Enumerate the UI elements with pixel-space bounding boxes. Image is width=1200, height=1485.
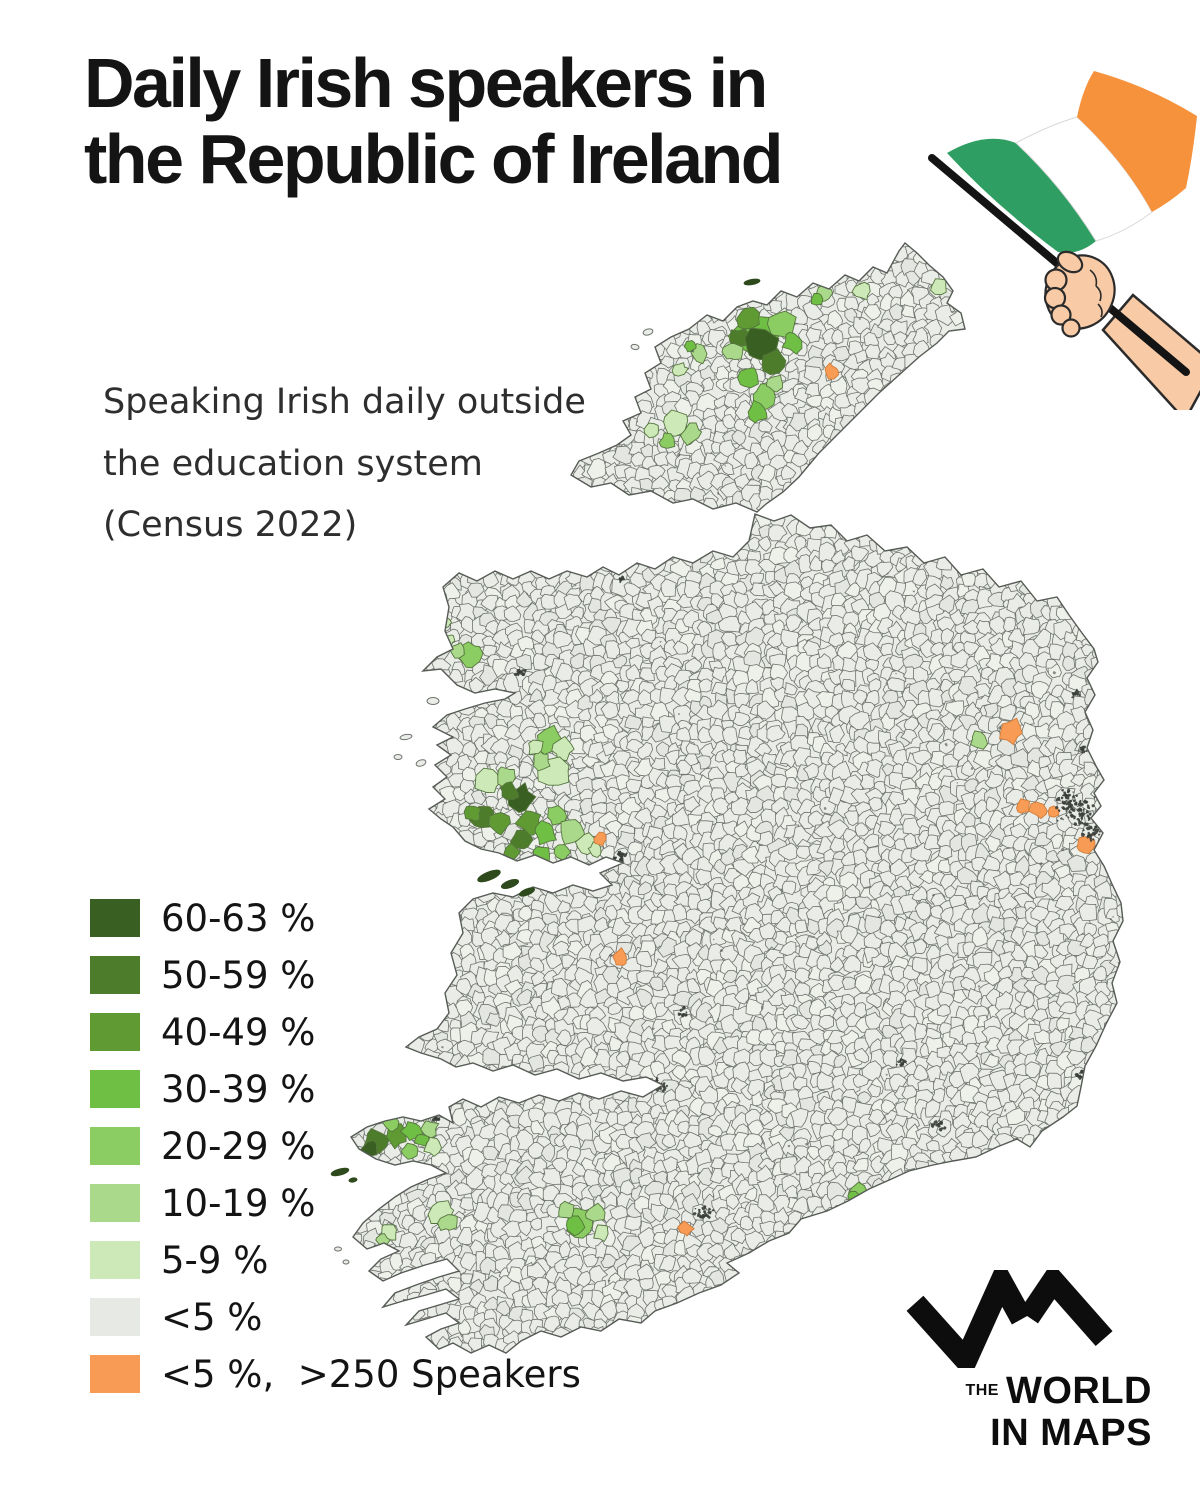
legend-row: 40-49 %	[90, 1013, 581, 1051]
world-in-maps-logo: THE WORLD IN MAPS	[896, 1270, 1152, 1456]
legend-swatch	[90, 1298, 140, 1336]
logo-world: WORLD	[1005, 1370, 1152, 1412]
legend-label: 5-9 %	[161, 1238, 269, 1282]
legend-swatch	[90, 1241, 140, 1279]
subtitle-line-3: (Census 2022)	[103, 505, 358, 546]
title-line-1: Daily Irish speakers in	[84, 44, 768, 122]
legend-row: 5-9 %	[90, 1241, 581, 1279]
legend-row: 10-19 %	[90, 1184, 581, 1222]
legend-swatch	[90, 899, 140, 937]
legend-swatch	[90, 1355, 140, 1393]
ireland-choropleth-map	[330, 242, 1124, 1354]
gaeltacht-clusters	[360, 278, 1096, 1248]
page-title: Daily Irish speakers in the Republic of …	[84, 44, 784, 198]
logo-the: THE	[965, 1382, 999, 1399]
offshore-islands	[330, 278, 761, 1265]
legend-swatch	[90, 1013, 140, 1051]
legend-label: 10-19 %	[161, 1181, 316, 1225]
legend-swatch	[90, 1184, 140, 1222]
legend-label: 30-39 %	[161, 1067, 316, 1111]
logo-text-line-1: THE WORLD	[896, 1370, 1152, 1412]
title-line-2: the Republic of Ireland	[84, 119, 784, 198]
legend-label: 60-63 %	[161, 896, 316, 940]
subtitle: Speaking Irish daily outside the educati…	[103, 372, 586, 557]
legend-swatch	[90, 956, 140, 994]
logo-in-maps: IN MAPS	[990, 1411, 1152, 1454]
wm-logo-icon	[906, 1270, 1113, 1368]
legend-swatch	[90, 1070, 140, 1108]
legend-swatch	[90, 1127, 140, 1165]
subtitle-line-2: the education system	[103, 443, 483, 484]
legend-row: 60-63 %	[90, 899, 581, 937]
hand-icon	[1043, 250, 1116, 338]
legend-label: 40-49 %	[161, 1010, 316, 1054]
flag-green-band	[947, 138, 1096, 253]
legend-row: <5 %	[90, 1298, 581, 1336]
legend-label: 20-29 %	[161, 1124, 316, 1168]
city-speckles	[431, 259, 1123, 1282]
legend-row: <5 %, >250 Speakers	[90, 1355, 581, 1393]
legend-label: <5 %	[161, 1295, 263, 1339]
legend-row: 20-29 %	[90, 1127, 581, 1165]
legend-label: 50-59 %	[161, 953, 316, 997]
legend-label: <5 %, >250 Speakers	[161, 1352, 581, 1396]
irish-flag-illustration	[928, 71, 1200, 410]
legend-row: 30-39 %	[90, 1070, 581, 1108]
subtitle-line-1: Speaking Irish daily outside	[103, 382, 586, 422]
legend-row: 50-59 %	[90, 956, 581, 994]
flag-orange-band	[1077, 71, 1197, 212]
map-legend: 60-63 % 50-59 % 40-49 % 30-39 % 20-29 % …	[90, 899, 581, 1412]
